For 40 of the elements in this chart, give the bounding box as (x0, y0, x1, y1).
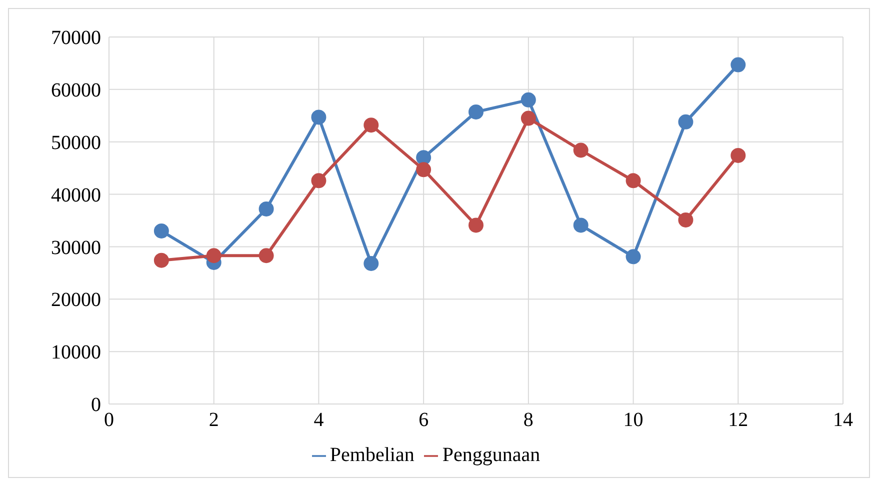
point (311, 173, 326, 188)
y-tick-label: 50000 (51, 132, 101, 154)
y-tick-label: 20000 (51, 289, 101, 312)
x-tick-label: 2 (208, 409, 219, 432)
point (258, 248, 274, 264)
y-tick-label: 0 (91, 394, 101, 416)
point (730, 57, 746, 72)
point (364, 118, 379, 133)
point (154, 223, 169, 238)
point (154, 252, 169, 268)
point (678, 212, 694, 228)
x-tick-label: 10 (623, 409, 644, 432)
y-tick-label: 60000 (51, 80, 101, 102)
point (573, 218, 588, 233)
legend-label: Penggunaan (442, 444, 540, 466)
point (468, 218, 484, 233)
y-tick-label: 30000 (51, 236, 101, 259)
legend-label: Pembelian (330, 444, 414, 466)
point (206, 248, 222, 264)
point (520, 92, 536, 108)
y-tick-label: 10000 (51, 342, 101, 364)
x-tick-label: 6 (418, 409, 429, 432)
point (258, 201, 274, 216)
point (468, 104, 484, 120)
x-tick-label: 8 (523, 409, 534, 432)
point (364, 256, 379, 271)
x-tick-label: 12 (728, 409, 748, 432)
x-tick-label: 4 (314, 409, 324, 432)
y-tick-label: 40000 (51, 184, 101, 206)
point (678, 114, 694, 130)
point (573, 142, 588, 158)
point (730, 148, 746, 163)
point (311, 110, 326, 125)
point (626, 173, 641, 188)
x-tick-label: 14 (833, 409, 853, 432)
point (416, 150, 432, 166)
point (520, 110, 536, 126)
y-tick-label: 70000 (51, 27, 101, 50)
point (626, 249, 641, 264)
point (416, 162, 432, 178)
